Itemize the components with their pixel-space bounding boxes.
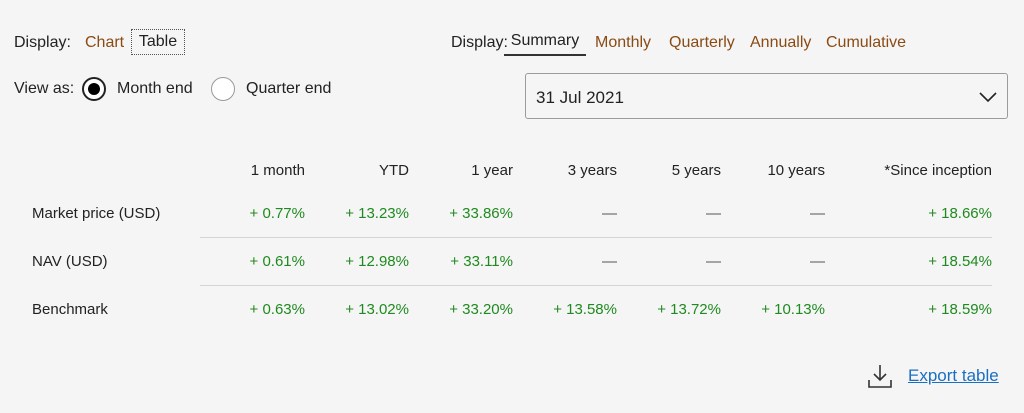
table-cell: + 33.20% [449, 301, 513, 318]
tab-annually[interactable]: Annually [750, 34, 812, 51]
table-header: 5 years [671, 161, 721, 179]
table-cell: — [513, 190, 617, 238]
display-label-right: Display: [451, 34, 508, 51]
export-table-link[interactable]: Export table [908, 366, 999, 385]
tab-quarterly[interactable]: Quarterly [669, 34, 735, 51]
table-cell: — [721, 237, 825, 286]
table-cell: + 13.72% [657, 301, 721, 318]
table-cell: + 33.11% [409, 237, 513, 286]
table-cell: — [721, 190, 825, 238]
row-label: NAV (USD) [32, 253, 108, 270]
table-row: NAV (USD) + 0.61% + 12.98% + 33.11% — — … [24, 237, 992, 286]
download-icon [868, 365, 892, 388]
display-chart-option[interactable]: Chart [85, 34, 125, 51]
table-cell: + 0.77% [200, 190, 305, 238]
quarter-end-radio[interactable] [211, 77, 235, 101]
display-table-option[interactable]: Table [131, 29, 185, 55]
table-header: 1 year [471, 161, 513, 179]
table-cell: — [513, 237, 617, 286]
table-row: Market price (USD) + 0.77% + 13.23% + 33… [24, 190, 992, 238]
chevron-down-icon [979, 92, 997, 103]
table-cell: + 12.98% [305, 237, 409, 286]
month-end-label[interactable]: Month end [117, 80, 193, 97]
month-end-radio[interactable] [82, 77, 106, 101]
table-cell: + 10.13% [761, 301, 825, 318]
date-select-value: 31 Jul 2021 [536, 88, 624, 107]
tab-monthly[interactable]: Monthly [595, 34, 652, 51]
performance-table: 1 month YTD 1 year 3 years 5 years 10 ye… [24, 150, 992, 333]
row-label: Market price (USD) [32, 205, 161, 222]
table-cell: + 0.63% [249, 301, 305, 318]
table-cell: + 13.58% [553, 301, 617, 318]
row-label: Benchmark [32, 301, 108, 318]
table-cell: — [617, 190, 721, 238]
table-header: 1 month [250, 161, 305, 179]
table-cell: + 13.02% [345, 301, 409, 318]
table-header: YTD [379, 161, 409, 179]
table-row: Benchmark + 0.63% + 13.02% + 33.20% + 13… [24, 286, 992, 334]
tab-summary[interactable]: Summary [504, 32, 586, 56]
table-cell: + 18.54% [825, 237, 992, 286]
table-cell: — [617, 237, 721, 286]
table-cell: + 13.23% [305, 190, 409, 238]
table-cell: + 0.61% [200, 237, 305, 286]
table-header: *Since inception [884, 161, 992, 179]
table-header-empty [24, 150, 200, 190]
tab-cumulative[interactable]: Cumulative [826, 34, 907, 51]
table-header: 3 years [567, 161, 617, 179]
table-cell: + 33.86% [409, 190, 513, 238]
table-header-row: 1 month YTD 1 year 3 years 5 years 10 ye… [24, 150, 992, 190]
display-label-left: Display: [14, 34, 71, 51]
table-cell: + 18.66% [825, 190, 992, 238]
date-select[interactable]: 31 Jul 2021 [525, 73, 1008, 119]
table-header: 10 years [767, 161, 825, 179]
view-as-label: View as: [14, 80, 75, 97]
table-cell: + 18.59% [928, 301, 992, 318]
quarter-end-label[interactable]: Quarter end [246, 80, 332, 97]
